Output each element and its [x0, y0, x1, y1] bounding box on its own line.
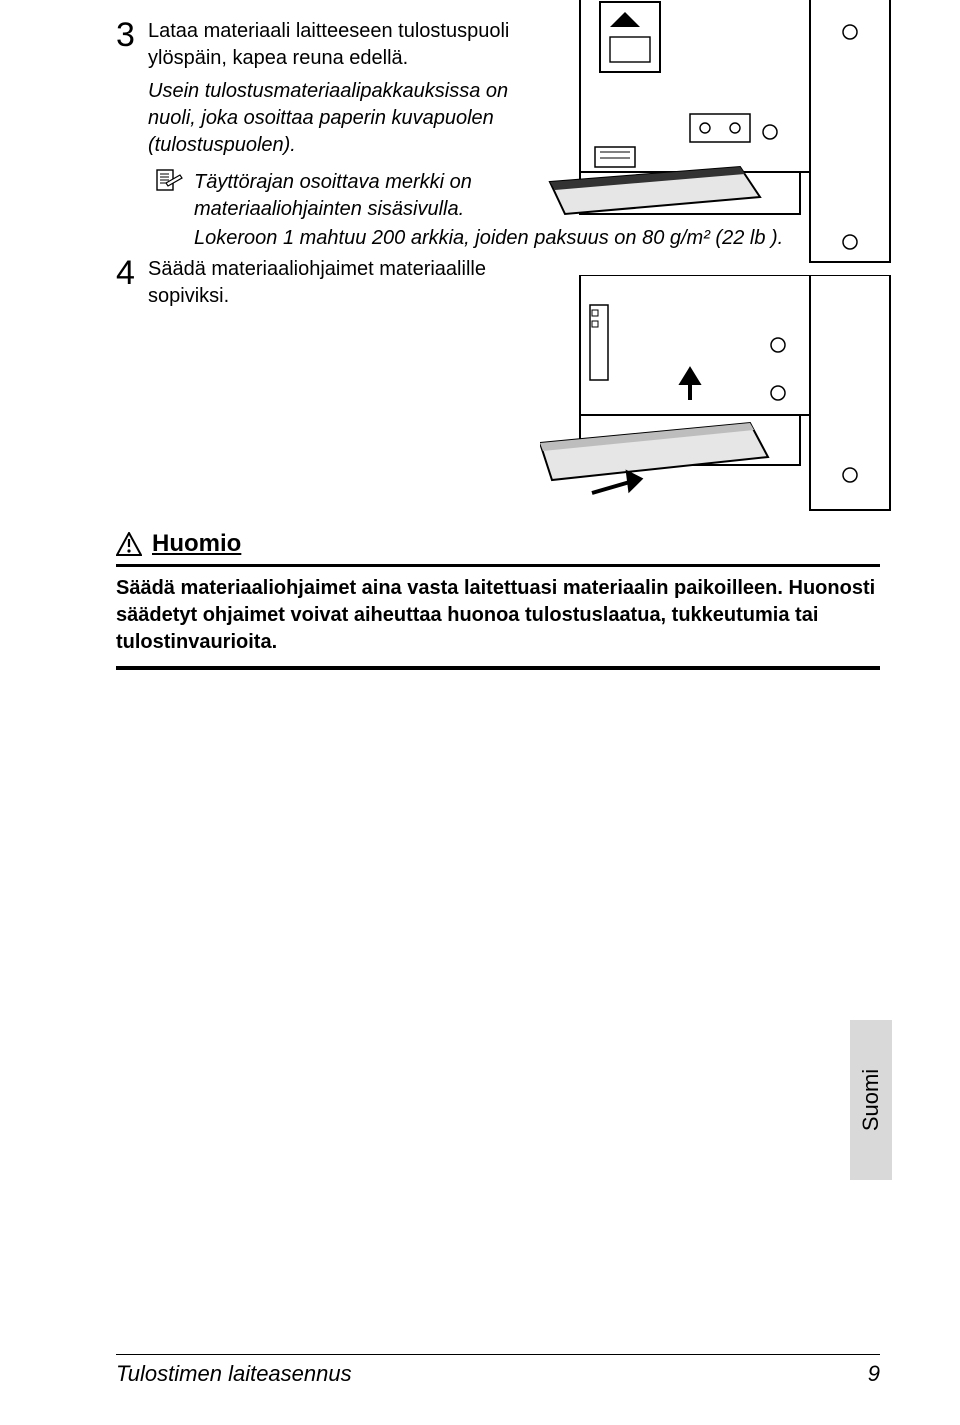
language-tab: Suomi: [850, 1020, 892, 1180]
attention-block: Huomio Säädä materiaaliohjaimet aina vas…: [116, 530, 880, 670]
note-icon: [156, 169, 184, 193]
page: 3 Lataa materiaali laitteeseen tulostusp…: [0, 0, 960, 1425]
footer: Tulostimen laiteasennus 9: [116, 1354, 880, 1387]
step-3-number: 3: [116, 18, 138, 52]
step-4-text: Säädä materiaaliohjaimet materiaalille s…: [148, 256, 528, 310]
illustration-printer-adjust: [540, 275, 900, 520]
attention-title: Huomio: [152, 530, 241, 558]
footer-title: Tulostimen laiteasennus: [116, 1361, 352, 1387]
footer-page-number: 9: [868, 1361, 880, 1387]
step-3-text: Lataa materiaali laitteeseen tulostuspuo…: [148, 18, 528, 72]
attention-body: Säädä materiaaliohjaimet aina vasta lait…: [116, 575, 880, 656]
step-4-number: 4: [116, 256, 138, 290]
language-tab-label: Suomi: [858, 1069, 884, 1131]
footer-rule: [116, 1354, 880, 1355]
attention-rule-top: [116, 564, 880, 567]
step-3-detail-text: Usein tulostusmateriaalipakkauksissa on …: [148, 78, 548, 159]
attention-head: Huomio: [116, 530, 880, 558]
note-line-1: Täyttörajan osoittava merkki on materiaa…: [194, 169, 574, 223]
attention-rule-bottom: [116, 666, 880, 670]
warning-icon: [116, 532, 142, 556]
illustration-printer-top: [540, 0, 900, 272]
